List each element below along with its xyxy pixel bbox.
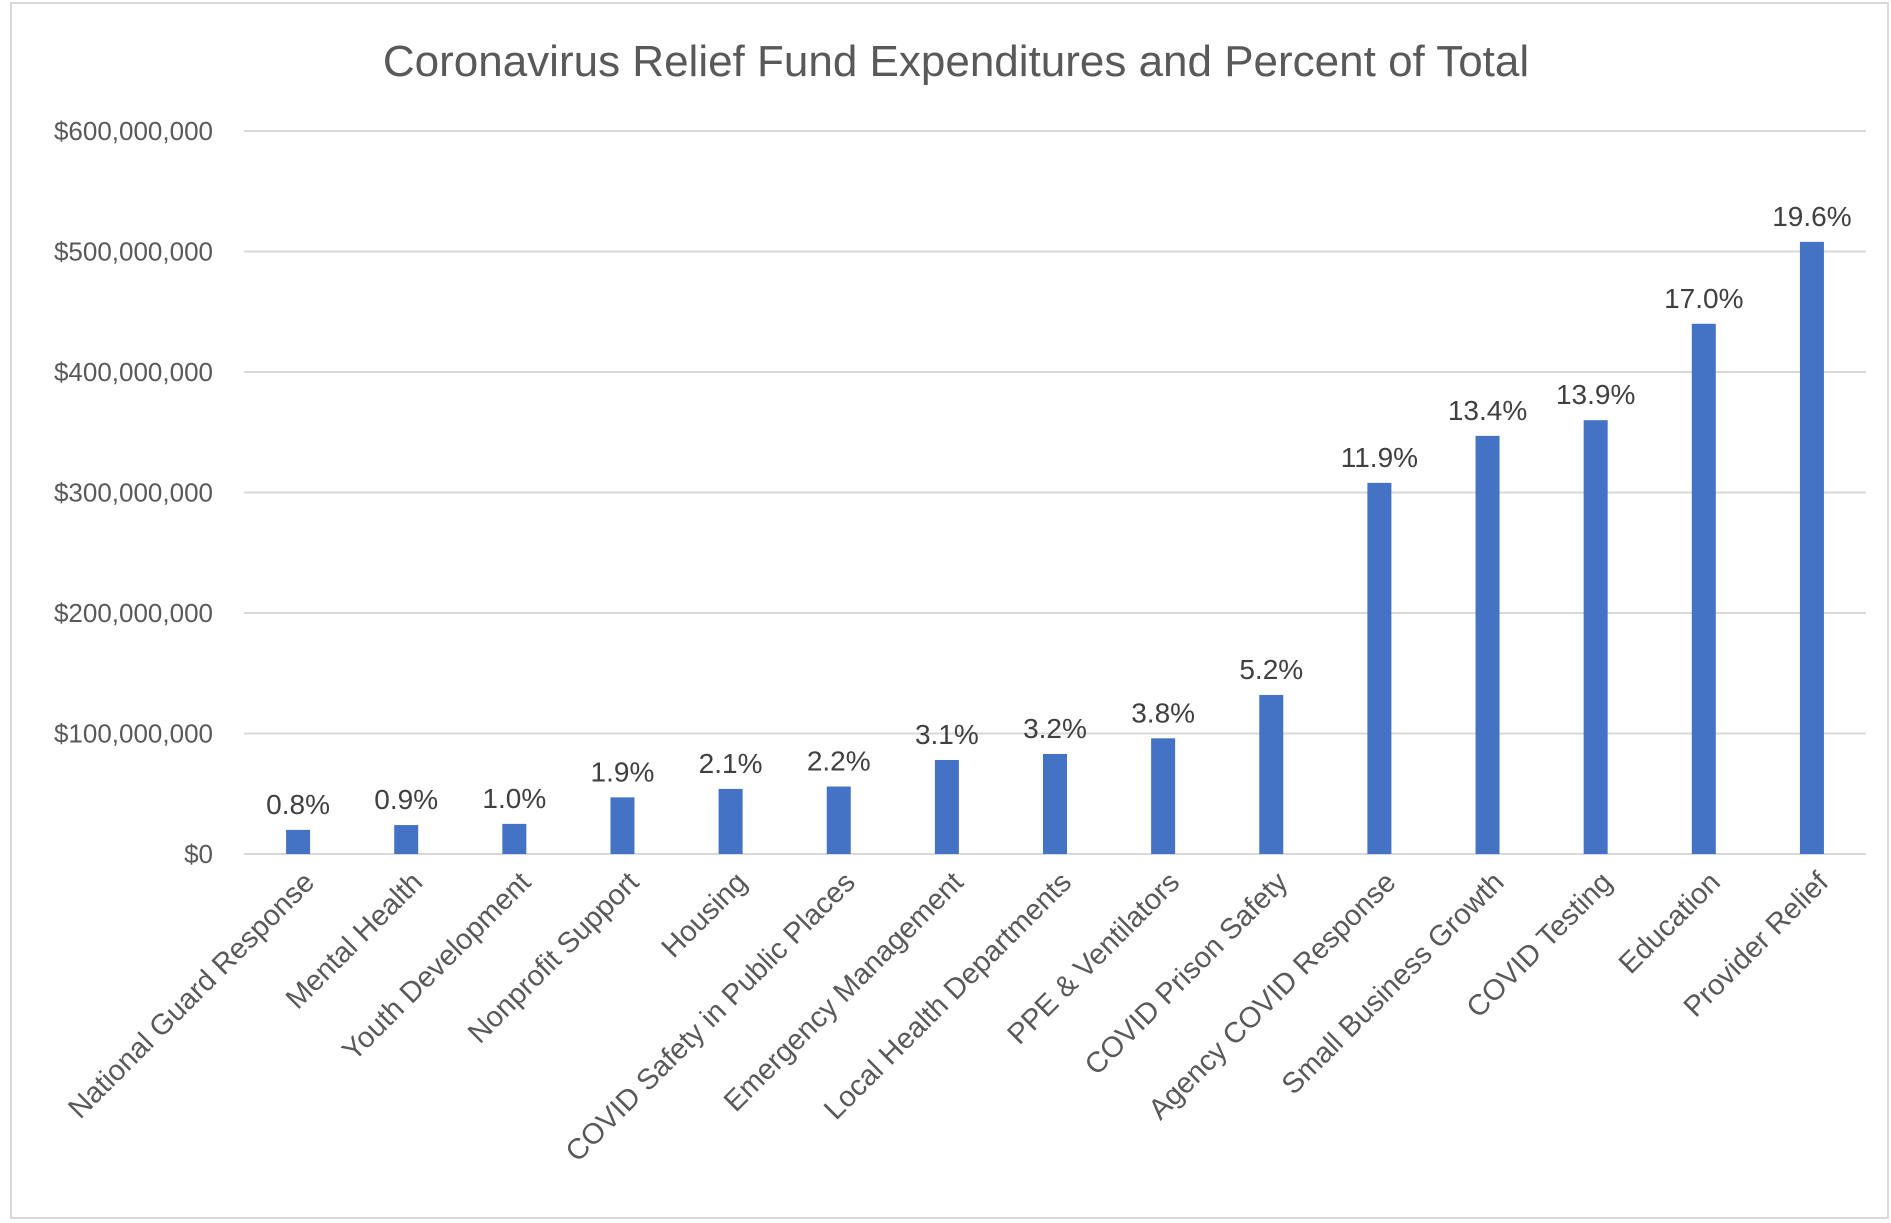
bar (610, 797, 635, 854)
y-tick-label: $200,000,000 (54, 598, 213, 628)
category-label: Small Business Growth (1276, 866, 1511, 1101)
bar (1043, 753, 1067, 854)
category-label: COVID Prison Safety (1079, 866, 1295, 1082)
bar (1259, 694, 1284, 854)
bar (394, 825, 419, 854)
data-label: 1.0% (482, 783, 546, 814)
data-label: 0.8% (266, 789, 330, 820)
data-labels: 0.8% 0.9% 1.0% 1.9% 2.1% 2.2% 3.1% 3.2% 3.8% 5.2%… (266, 201, 1851, 820)
data-label: 3.1% (915, 719, 979, 750)
bar (1367, 482, 1392, 854)
category-label: Education (1613, 866, 1727, 980)
bar (286, 829, 311, 854)
bar (826, 786, 851, 854)
data-label: 2.2% (807, 746, 871, 777)
category-label: Housing (656, 866, 754, 964)
data-label: 13.9% (1556, 379, 1635, 410)
y-tick-label: $100,000,000 (54, 719, 213, 749)
data-label: 5.2% (1239, 654, 1303, 685)
data-label: 0.9% (374, 784, 438, 815)
y-tick-label: $400,000,000 (54, 357, 213, 387)
bar (1799, 241, 1824, 855)
y-tick-label: $600,000,000 (54, 116, 213, 146)
bars (286, 241, 1824, 855)
y-axis-tick-labels: $0 $100,000,000 $200,000,000 $300,000,000 $4… (54, 116, 213, 869)
bar (718, 788, 743, 854)
bar (1475, 435, 1500, 854)
chart-frame (10, 2, 1889, 1219)
bar (1583, 420, 1608, 854)
data-label: 13.4% (1448, 395, 1527, 426)
category-label: Youth Development (336, 866, 537, 1067)
data-label: 17.0% (1664, 283, 1743, 314)
bar (502, 823, 527, 854)
gridlines (244, 130, 1866, 855)
bar (1151, 738, 1176, 854)
y-tick-label: $0 (184, 839, 213, 869)
y-tick-label: $300,000,000 (54, 478, 213, 508)
y-tick-label: $500,000,000 (54, 237, 213, 267)
data-label: 1.9% (591, 756, 655, 787)
chart-title: Coronavirus Relief Fund Expenditures and… (383, 37, 1529, 86)
data-label: 11.9% (1341, 442, 1418, 473)
bar (934, 760, 959, 854)
data-label: 3.2% (1023, 713, 1087, 744)
data-label: 2.1% (699, 748, 763, 779)
data-label: 19.6% (1772, 201, 1851, 232)
bar (1691, 323, 1716, 854)
data-label: 3.8% (1131, 697, 1195, 728)
